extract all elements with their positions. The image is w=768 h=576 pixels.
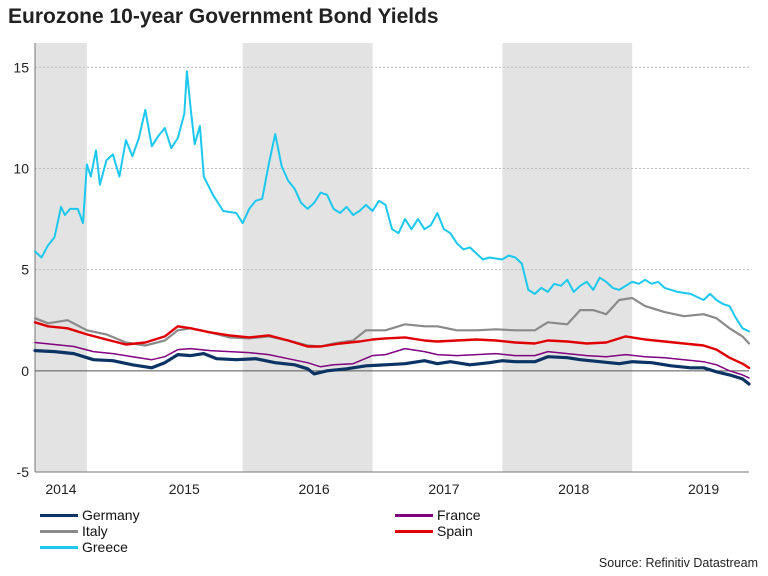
x-tick-label: 2019 (688, 481, 719, 497)
y-tick-label: -5 (17, 464, 30, 480)
x-tick-label: 2014 (45, 481, 76, 497)
legend-label-spain: Spain (437, 523, 473, 539)
legend-item-greece: Greece (40, 539, 128, 555)
legend-item-spain: Spain (395, 523, 473, 539)
series-line-germany (33, 349, 751, 386)
legend-swatch-spain (395, 529, 433, 533)
source-note: Source: Refinitiv Datastream (598, 556, 758, 570)
legend-label-italy: Italy (82, 523, 108, 539)
legend-swatch-france (395, 513, 433, 517)
shaded-band-2 (502, 43, 633, 472)
legend-label-germany: Germany (82, 507, 140, 523)
y-tick-label: 0 (21, 363, 29, 379)
legend-item-france: France (395, 507, 481, 523)
series-line-france (34, 341, 750, 379)
x-tick-label: 2016 (299, 481, 330, 497)
series-line-spain (33, 321, 751, 369)
legend-label-greece: Greece (82, 539, 128, 555)
series-line-italy (33, 296, 751, 348)
y-tick-label: 15 (13, 59, 29, 75)
y-tick-label: 5 (21, 262, 29, 278)
chart-title: Eurozone 10-year Government Bond Yields (8, 5, 439, 28)
series-line-greece (34, 70, 750, 333)
chart-plot: -5 0 5 10 15 2014 2015 2016 2017 2018 2019 (13, 43, 751, 497)
shaded-band-1 (242, 43, 373, 472)
shaded-band-0 (35, 43, 87, 472)
y-tick-label: 10 (13, 160, 29, 176)
legend-item-italy: Italy (40, 523, 108, 539)
legend-swatch-germany (40, 513, 78, 517)
x-tick-label: 2017 (428, 481, 459, 497)
legend-swatch-greece (40, 545, 78, 549)
legend-label-france: France (437, 507, 481, 523)
x-tick-label: 2015 (169, 481, 200, 497)
x-tick-label: 2018 (558, 481, 589, 497)
legend-item-germany: Germany (40, 507, 140, 523)
legend-swatch-italy (40, 529, 78, 533)
